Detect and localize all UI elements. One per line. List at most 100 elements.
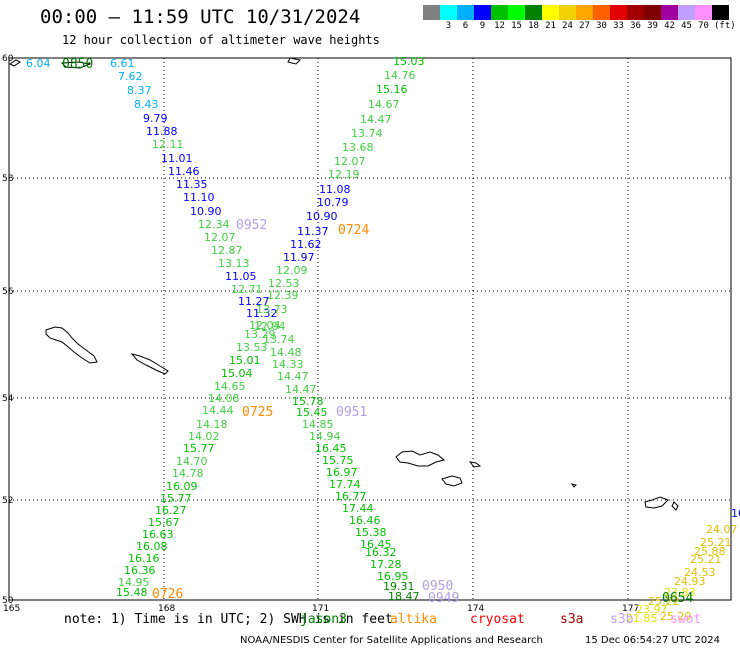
swh-value-label: 25.21 <box>700 536 732 549</box>
island-mid-2 <box>441 475 463 487</box>
island-left-2 <box>130 353 169 375</box>
swh-value-label: 23.97 <box>636 603 668 616</box>
page-title: 00:00 — 11:59 UTC 10/31/2024 <box>40 6 361 28</box>
swh-value-label: 14.44 <box>202 404 234 417</box>
lat-tick-label: 56 <box>2 287 14 297</box>
colorbar-label: 24 <box>562 21 573 31</box>
swh-value-label: 16.08 <box>136 540 168 553</box>
swh-value-label: 14.08 <box>208 392 240 405</box>
swh-value-label: 15.67 <box>148 516 180 529</box>
colorbar-swatch <box>542 5 559 20</box>
swh-value-label: 11.37 <box>297 225 329 238</box>
swh-value-label: 11.27 <box>238 295 270 308</box>
colorbar-swatch <box>491 5 508 20</box>
colorbar-swatch <box>508 5 525 20</box>
swh-value-label: 11.35 <box>176 178 208 191</box>
altimeter-tracks: 6.04 6.617.628.378.439.7911.8812.1111.011… <box>26 55 740 625</box>
swh-value-label: 25.22 <box>648 595 680 608</box>
swh-value-label: 15.04 <box>221 367 253 380</box>
swh-value-label: 11.10 <box>183 191 215 204</box>
colorbar-swatch <box>610 5 627 20</box>
lat-tick-label: 58 <box>2 174 14 184</box>
pass-time-label: 0724 <box>338 223 369 238</box>
lon-tick-label: 174 <box>467 604 484 614</box>
lat-tick-label: 54 <box>2 394 14 404</box>
pass-time-label: 0654 <box>662 591 693 606</box>
pass-time-label: 0725 <box>242 405 273 420</box>
graticule <box>9 58 731 600</box>
swh-value-label: 16.16 <box>128 552 160 565</box>
swh-value-label: 14.47 <box>360 113 392 126</box>
swh-value-label: 11.97 <box>283 251 315 264</box>
swh-value-label: 15.48 <box>116 586 148 599</box>
swh-value-label: 14.95 <box>118 576 150 589</box>
swh-value-label: 12.09 <box>276 264 308 277</box>
colorbar-labels: 3 6 9 12 15 18 21 24 27 30 33 36 39 42 45 70 <box>423 21 729 35</box>
colorbar <box>423 5 729 20</box>
colorbar-label: 45 <box>681 21 692 31</box>
lat-tick-label: 52 <box>2 496 13 506</box>
swh-value-label: 16.45 <box>315 442 347 455</box>
swh-value-label: 16.95 <box>377 570 409 583</box>
swh-value-label: 13.53 <box>236 341 268 354</box>
island-left-1 <box>45 326 98 364</box>
swh-value-label: 11.01 <box>161 152 193 165</box>
swh-value-label: 12.07 <box>204 231 236 244</box>
swh-value-label: 11.08 <box>319 183 351 196</box>
colorbar-swatch <box>423 5 440 20</box>
page-subtitle: 12 hour collection of altimeter wave hei… <box>62 33 380 47</box>
pass-time-label: 0951 <box>336 405 367 420</box>
swh-value-label: 16.63 <box>142 528 174 541</box>
colorbar-label: 6 <box>462 21 469 31</box>
lat-tick-label: 50 <box>2 596 14 606</box>
colorbar-label: 42 <box>664 21 675 31</box>
legend-item-s3b: s3b <box>610 612 634 627</box>
swh-value-label: 12.34 <box>198 218 230 231</box>
colorbar-label: 12 <box>494 21 505 31</box>
swh-value-label: 10.90 <box>306 210 338 223</box>
colorbar-label: 21 <box>545 21 556 31</box>
map-frame <box>8 57 732 601</box>
swh-value-label: 14.76 <box>384 69 416 82</box>
swh-value-label: 19.31 <box>383 580 415 593</box>
swh-value-label: 17.74 <box>329 478 361 491</box>
colorbar-swatch <box>576 5 593 20</box>
colorbar-label: 36 <box>630 21 641 31</box>
swh-value-label: 9.79 <box>143 112 168 125</box>
swh-value-label: 11.62 <box>290 238 322 251</box>
swh-value-label: 23.83 <box>664 586 696 599</box>
swh-value-label: 14.78 <box>172 467 204 480</box>
colorbar-swatch <box>627 5 644 20</box>
swh-value-label: 13.13 <box>218 257 250 270</box>
colorbar-swatch <box>525 5 542 20</box>
swh-value-label: 15.77 <box>160 492 192 505</box>
island-topleft <box>9 59 21 67</box>
pass-time-label: 0950 <box>422 579 453 594</box>
island-mid-3 <box>468 461 482 468</box>
swh-value-label: 13.74 <box>263 333 295 346</box>
swh-value-label: 17.28 <box>370 558 402 571</box>
swh-value-label: 11.88 <box>146 125 178 138</box>
landmasses <box>9 57 679 511</box>
swh-value-label: 16.36 <box>124 564 156 577</box>
colorbar-label: 33 <box>613 21 624 31</box>
island-small-1 <box>570 483 577 488</box>
legend-item-cryosat: cryosat <box>470 612 525 627</box>
colorbar-swatch <box>593 5 610 20</box>
swh-value-label: 25.88 <box>694 545 726 558</box>
colorbar-label: 15 <box>511 21 522 31</box>
pass-time-label: 0850 <box>62 57 93 72</box>
swh-value-label: 14.67 <box>368 98 400 111</box>
swh-value-label: 12.19 <box>328 168 360 181</box>
lon-tick-label: 177 <box>622 604 639 614</box>
colorbar-swatch <box>474 5 491 20</box>
swh-value-label: 12.11 <box>152 138 184 151</box>
swh-value-label: 17.44 <box>342 502 374 515</box>
swh-value-label: 12.39 <box>267 289 299 302</box>
colorbar-swatch <box>457 5 474 20</box>
colorbar-unit: (ft) <box>714 21 736 31</box>
lon-tick-label: 165 <box>3 604 20 614</box>
colorbar-label: 9 <box>479 21 486 31</box>
colorbar-swatch <box>440 5 457 20</box>
